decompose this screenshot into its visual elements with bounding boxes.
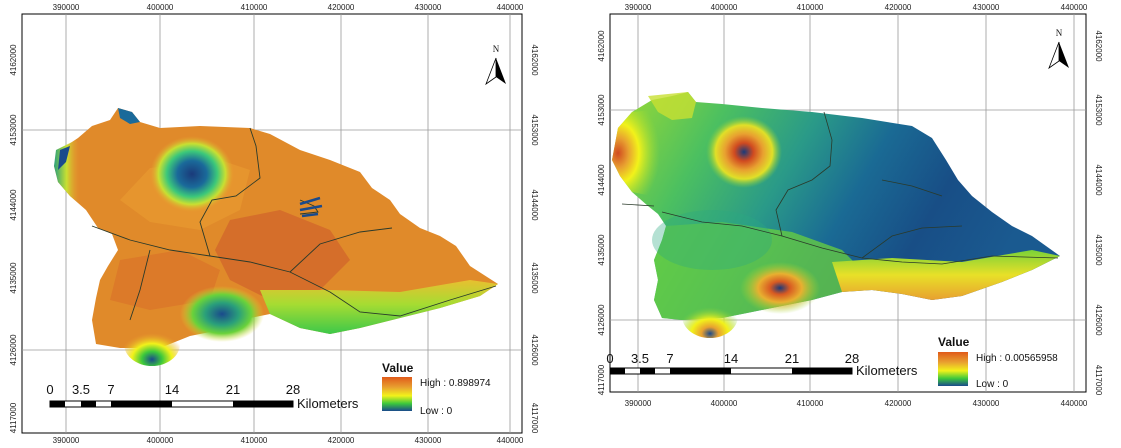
- map-panel-left: 390000 400000 410000 420000 430000 44000…: [0, 0, 548, 448]
- y-tick-label: 4144000: [1094, 164, 1103, 196]
- x-tick-label: 420000: [885, 399, 912, 408]
- y-tick-label: 4153000: [9, 114, 18, 146]
- y-tick-label: 4162000: [530, 44, 539, 76]
- y-tick-label: 4144000: [9, 189, 18, 221]
- y-ticks-left: 4162000 4153000 4144000 4135000 4126000 …: [9, 44, 18, 433]
- x-tick-label: 430000: [973, 3, 1000, 12]
- x-tick-label: 400000: [711, 3, 738, 12]
- x-tick-label: 410000: [241, 436, 268, 445]
- y-tick-label: 4153000: [1094, 94, 1103, 126]
- scale-label: 21: [785, 351, 799, 366]
- scale-unit: Kilometers: [297, 396, 359, 411]
- y-tick-label: 4162000: [1094, 30, 1103, 62]
- x-tick-label: 440000: [1061, 399, 1088, 408]
- x-tick-label: 420000: [328, 3, 355, 12]
- x-tick-label: 390000: [625, 399, 652, 408]
- scale-label: 3.5: [631, 351, 649, 366]
- scale-label: 0: [606, 351, 613, 366]
- scale-label: 28: [845, 351, 859, 366]
- x-tick-label: 410000: [241, 3, 268, 12]
- x-tick-label: 400000: [147, 436, 174, 445]
- drainage-lines: [621, 111, 1059, 265]
- legend-low: Low : 0: [976, 379, 1009, 390]
- y-ticks-right: 4162000 4153000 4144000 4135000 4126000 …: [1094, 30, 1103, 395]
- scale-bar: 0 3.5 7 14 21 28 Kilometers: [46, 382, 359, 411]
- y-tick-label: 4126000: [597, 304, 606, 336]
- legend-title: Value: [382, 361, 414, 375]
- scale-label: 28: [286, 382, 300, 397]
- map-left: 390000 400000 410000 420000 430000 44000…: [9, 3, 539, 445]
- x-tick-label: 440000: [1061, 3, 1088, 12]
- x-tick-label: 410000: [797, 3, 824, 12]
- legend-color-ramp: [382, 377, 412, 411]
- legend-high: High : 0.898974: [420, 378, 491, 389]
- y-tick-label: 4135000: [1094, 234, 1103, 266]
- x-ticks-top: 390000 400000 410000 420000 430000 44000…: [625, 3, 1088, 12]
- y-tick-label: 4153000: [597, 94, 606, 126]
- x-ticks-bottom: 390000 400000 410000 420000 430000 44000…: [53, 436, 524, 445]
- x-tick-label: 440000: [497, 3, 524, 12]
- y-tick-label: 4135000: [530, 262, 539, 294]
- north-arrow-icon: N: [485, 44, 506, 86]
- y-tick-label: 4135000: [597, 234, 606, 266]
- y-tick-label: 4162000: [597, 30, 606, 62]
- scale-label: 7: [666, 351, 673, 366]
- scale-bar: 0 3.5 7 14 21 28 Kilometers: [606, 351, 918, 378]
- x-ticks-top: 390000 400000 410000 420000 430000 44000…: [53, 3, 524, 12]
- x-tick-label: 400000: [711, 399, 738, 408]
- x-tick-label: 430000: [973, 399, 1000, 408]
- scale-label: 21: [226, 382, 240, 397]
- x-tick-label: 390000: [53, 3, 80, 12]
- north-label: N: [493, 44, 500, 54]
- scale-label: 7: [107, 382, 114, 397]
- scale-unit: Kilometers: [856, 363, 918, 378]
- north-arrow-icon: N: [1048, 28, 1069, 70]
- legend-high: High : 0.00565958: [976, 353, 1058, 364]
- y-tick-label: 4117000: [1094, 365, 1103, 396]
- y-tick-label: 4126000: [1094, 304, 1103, 336]
- y-tick-label: 4144000: [597, 164, 606, 196]
- y-tick-label: 4162000: [9, 44, 18, 76]
- legend: Value High : 0.00565958 Low : 0: [938, 335, 1058, 390]
- x-tick-label: 420000: [885, 3, 912, 12]
- legend-low: Low : 0: [420, 406, 453, 417]
- x-tick-label: 410000: [797, 399, 824, 408]
- x-tick-label: 430000: [415, 3, 442, 12]
- y-tick-label: 4117000: [9, 402, 18, 433]
- x-tick-label: 390000: [625, 3, 652, 12]
- y-ticks-left: 4162000 4153000 4144000 4135000 4126000 …: [597, 30, 606, 395]
- y-ticks-right: 4162000 4153000 4144000 4135000 4126000 …: [530, 44, 539, 433]
- scale-label: 0: [46, 382, 53, 397]
- scale-label: 14: [724, 351, 738, 366]
- legend: Value High : 0.898974 Low : 0: [382, 361, 491, 417]
- map-frame: [609, 13, 1087, 393]
- x-tick-label: 440000: [497, 436, 524, 445]
- map-panel-right: 390000 400000 410000 420000 430000 44000…: [562, 0, 1121, 448]
- legend-title: Value: [938, 335, 970, 349]
- north-label: N: [1056, 28, 1063, 38]
- map-frame: [21, 13, 523, 434]
- x-tick-label: 420000: [328, 436, 355, 445]
- raster-surface: [54, 108, 498, 366]
- y-tick-label: 4126000: [9, 334, 18, 366]
- drainage-lines: [91, 127, 497, 321]
- x-tick-label: 400000: [147, 3, 174, 12]
- y-tick-label: 4117000: [530, 403, 539, 434]
- x-ticks-bottom: 390000 400000 410000 420000 430000 44000…: [625, 399, 1088, 408]
- y-tick-label: 4126000: [530, 334, 539, 366]
- legend-color-ramp: [938, 352, 968, 386]
- water-body: [299, 196, 323, 218]
- scale-label: 3.5: [72, 382, 90, 397]
- x-tick-label: 430000: [415, 436, 442, 445]
- y-tick-label: 4135000: [9, 262, 18, 294]
- raster-surface: [612, 92, 1060, 338]
- x-tick-label: 390000: [53, 436, 80, 445]
- map-right: 390000 400000 410000 420000 430000 44000…: [597, 3, 1103, 408]
- scale-label: 14: [165, 382, 179, 397]
- y-tick-label: 4144000: [530, 189, 539, 221]
- y-tick-label: 4117000: [597, 364, 606, 395]
- y-tick-label: 4153000: [530, 114, 539, 146]
